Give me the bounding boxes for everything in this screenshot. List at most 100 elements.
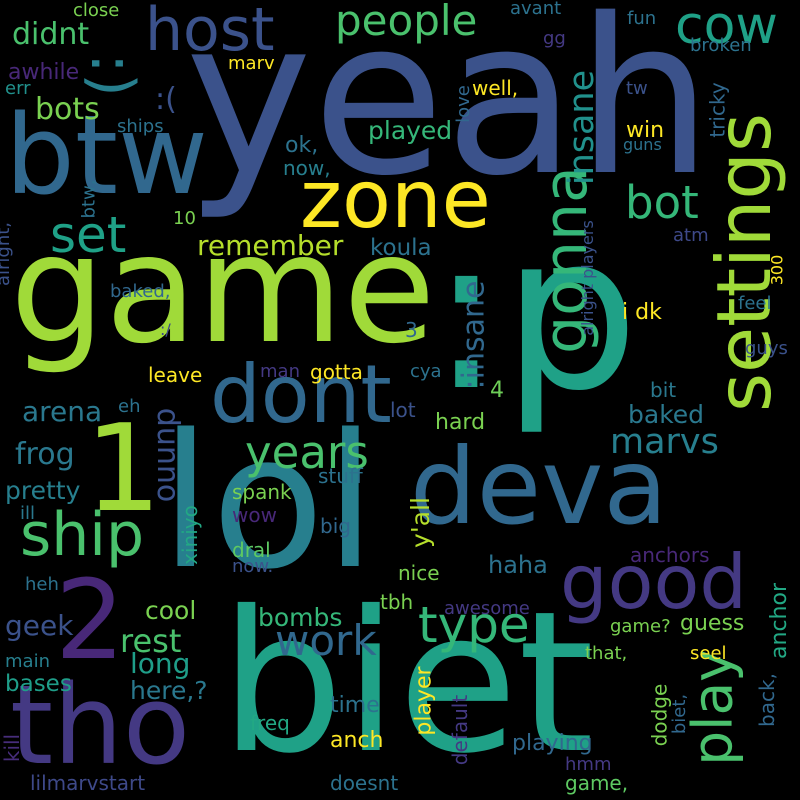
word-baked: baked — [628, 400, 705, 429]
word-bombs: bombs — [258, 603, 343, 632]
word-marvs: marvs — [610, 422, 719, 462]
word-insane: insane — [562, 69, 603, 186]
word-guess: guess — [680, 611, 745, 636]
word-dont: dont — [210, 348, 392, 441]
word-koula: koula — [370, 235, 432, 261]
word-back: back, — [754, 673, 779, 727]
word-btw-comma: btw, — [78, 179, 100, 219]
word-idk: i dk — [622, 300, 662, 325]
word-rest: rest — [120, 622, 182, 660]
word-1: 1 — [85, 400, 162, 539]
word-yall: y'all — [405, 497, 435, 548]
word-time: time — [330, 693, 380, 718]
word-man: man — [260, 361, 300, 382]
word-dodge: dodge — [647, 683, 672, 747]
word-4: 4 — [490, 378, 504, 403]
word-avant: avant — [510, 0, 562, 19]
word-arena: arena — [22, 395, 103, 428]
word-player: player — [411, 666, 437, 736]
word-err: err — [5, 78, 31, 99]
word-tho: tho — [10, 661, 191, 789]
word-wow: wow — [232, 503, 277, 527]
word-gg: gg — [543, 28, 566, 49]
word-colon-insane: :insane — [456, 280, 492, 390]
word-work: work — [275, 616, 377, 665]
word-played: played — [368, 116, 453, 145]
word-freq: freq — [250, 711, 290, 735]
word-good: good — [560, 538, 747, 626]
word-hard: hard — [435, 410, 486, 435]
word-btw: btw — [5, 91, 208, 219]
word-ship: ship — [20, 500, 145, 570]
word-biet-comma: biet, — [669, 693, 691, 735]
word-cool: cool — [145, 596, 197, 625]
word-type: type — [418, 596, 530, 654]
word-game-q: game? — [610, 616, 671, 637]
word-feel: feel — [738, 293, 772, 314]
word-geek: geek — [5, 609, 74, 642]
word-marv: marv — [228, 53, 275, 74]
word-guys: guys — [745, 338, 788, 359]
word-frown: :( — [155, 82, 177, 117]
word-playing: playing — [512, 731, 593, 756]
word-ships: ships — [117, 116, 164, 137]
word-tricky: tricky — [705, 82, 730, 138]
word-biet: biet — [220, 569, 595, 796]
word-long: long — [130, 647, 191, 680]
word-baked-comma: baked, — [110, 281, 171, 302]
word-bot: bot — [625, 176, 699, 229]
word-main: main — [5, 651, 50, 672]
word-years: years — [245, 426, 369, 479]
word-300: 300 — [767, 254, 787, 286]
word-nice: nice — [398, 561, 440, 585]
word-broken: broken — [690, 35, 752, 56]
word-now: now, — [283, 156, 331, 180]
word-game-comma: game, — [565, 771, 629, 795]
word-deva: deva — [410, 426, 668, 548]
word-eh: eh — [118, 396, 141, 417]
word-heh: heh — [25, 574, 59, 595]
word-bit: bit — [650, 378, 677, 402]
word-alright: alright, — [0, 221, 15, 287]
word-ill: ill — [20, 503, 36, 524]
word-win: win — [626, 118, 665, 143]
word-host: host — [145, 0, 275, 65]
word-dral: dral — [232, 538, 271, 562]
word-love: love — [452, 85, 474, 123]
word-slash: :/ — [160, 320, 171, 339]
word-gotta: gotta — [310, 360, 363, 384]
word-leave: leave — [148, 363, 203, 387]
word-lol: lol — [160, 394, 376, 610]
word-bots: bots — [35, 92, 100, 127]
word-didnt: didnt — [12, 17, 90, 52]
word-people: people — [335, 0, 478, 45]
word-bases: bases — [5, 671, 72, 697]
word-hmm: hmm — [565, 754, 612, 775]
word-haha: haha — [488, 551, 548, 579]
word-anch: anch — [330, 728, 384, 753]
word-lot: lot — [390, 398, 416, 422]
word-p: :p — [430, 187, 639, 438]
word-well: well, — [472, 76, 519, 100]
word-set: set — [50, 206, 127, 264]
word-atm: atm — [673, 225, 709, 246]
word-guns: guns — [623, 135, 662, 154]
word-stuff: stuff — [318, 464, 363, 488]
word-doesnt: doesnt — [330, 771, 399, 795]
word-close: close — [73, 0, 120, 21]
word-tw: tw — [626, 78, 648, 99]
word-spank: spank — [232, 480, 292, 504]
word-cya: cya — [410, 361, 442, 382]
word-zone: zone — [300, 153, 491, 246]
word-ok: ok, — [285, 133, 319, 158]
word-smile: :) — [76, 53, 147, 97]
word-seel: seel — [690, 643, 727, 664]
word-kill: kill — [0, 733, 25, 763]
word-dunno: dunno — [150, 407, 186, 503]
word-big: big — [320, 514, 351, 538]
word-awhile: awhile — [8, 60, 80, 85]
word-lilmarvstart: lilmarvstart — [30, 771, 146, 795]
word-anchors: anchors — [630, 543, 710, 567]
word-awesome: awesome — [444, 598, 530, 619]
